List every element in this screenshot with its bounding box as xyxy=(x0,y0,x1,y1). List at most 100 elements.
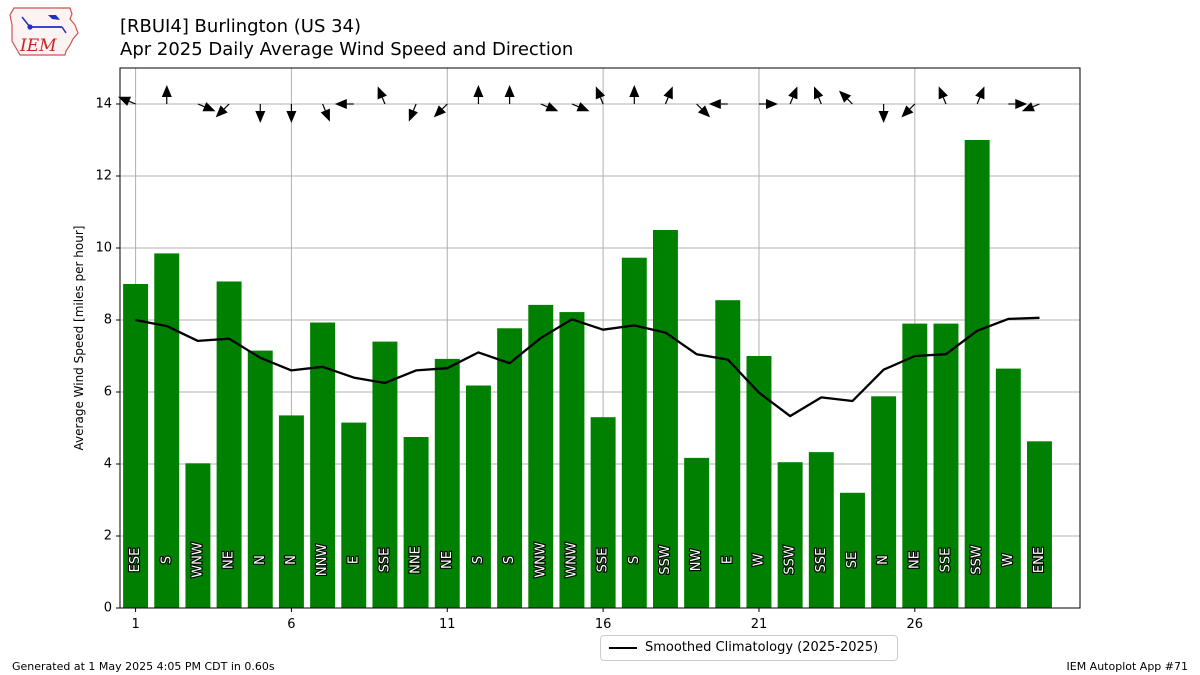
y-tick-label: 12 xyxy=(95,169,112,184)
wind-arrow xyxy=(286,104,297,123)
direction-label: WNW xyxy=(533,542,548,578)
climatology-line xyxy=(135,316,1040,418)
speed-bar xyxy=(434,358,460,608)
direction-label: S xyxy=(502,556,517,564)
speed-bars xyxy=(123,140,1052,608)
direction-label: W xyxy=(751,553,766,566)
direction-label: NNW xyxy=(315,544,330,576)
direction-label: NW xyxy=(689,549,704,572)
speed-bar xyxy=(964,140,990,608)
speed-bar xyxy=(621,257,647,608)
wind-arrow xyxy=(1021,102,1040,112)
speed-bar xyxy=(403,437,429,608)
direction-label: SSE xyxy=(377,548,392,573)
speed-bar xyxy=(278,415,304,608)
speed-bar xyxy=(590,417,616,608)
wind-arrow xyxy=(215,103,230,118)
speed-bar xyxy=(995,368,1021,608)
direction-label: N xyxy=(253,555,268,565)
climatology-line-group xyxy=(135,316,1040,418)
wind-arrow xyxy=(938,86,948,105)
generated-timestamp: Generated at 1 May 2025 4:05 PM CDT in 0… xyxy=(12,660,275,673)
y-tick-label: 0 xyxy=(104,601,112,616)
direction-label: ENE xyxy=(1032,547,1047,573)
direction-label: ESE xyxy=(128,548,143,573)
legend-line-swatch xyxy=(609,647,637,649)
direction-label: W xyxy=(1001,553,1016,566)
speed-bar xyxy=(465,385,491,608)
wind-arrow xyxy=(540,102,559,112)
wind-arrow xyxy=(571,102,590,112)
y-tick-label: 2 xyxy=(104,529,112,544)
speed-bar xyxy=(372,341,398,608)
wind-arrow xyxy=(1008,99,1028,109)
direction-label: SSW xyxy=(970,545,985,575)
direction-label: SSW xyxy=(658,545,673,575)
wind-arrow xyxy=(788,86,798,105)
wind-arrow xyxy=(255,104,266,123)
wind-arrow xyxy=(408,103,418,122)
speed-bar xyxy=(684,457,710,608)
speed-bar xyxy=(652,230,678,608)
direction-label: N xyxy=(284,555,299,565)
direction-labels: ESE S WNW NE N N NNW E SSE NNE NE S S WNW WNW SSE S SSW NW… xyxy=(127,541,1048,579)
wind-arrow xyxy=(320,103,330,122)
speed-bar xyxy=(715,300,741,608)
x-tick-label: 16 xyxy=(595,617,612,632)
wind-arrow xyxy=(901,103,916,118)
legend: Smoothed Climatology (2025-2025) xyxy=(600,635,898,661)
plot-area-frame xyxy=(119,67,1081,609)
direction-label: S xyxy=(627,556,642,564)
y-tick-label: 10 xyxy=(95,241,112,256)
direction-label: SE xyxy=(845,552,860,568)
speed-bar xyxy=(559,312,585,608)
direction-label: SSE xyxy=(814,548,829,573)
wind-arrow xyxy=(975,86,985,105)
speed-bar xyxy=(1027,441,1052,608)
speed-bar xyxy=(528,304,554,608)
wind-arrow xyxy=(504,85,515,104)
legend-label: Smoothed Climatology (2025-2025) xyxy=(645,640,879,655)
chart-subtitle: Apr 2025 Daily Average Wind Speed and Di… xyxy=(120,39,574,60)
x-tick-label: 26 xyxy=(907,617,924,632)
wind-arrow xyxy=(629,85,640,104)
speed-bar xyxy=(777,462,803,608)
wind-arrow xyxy=(161,85,172,104)
y-tick-label: 4 xyxy=(104,457,112,472)
y-tick-label: 8 xyxy=(104,313,112,328)
wind-arrow xyxy=(197,102,216,112)
wind-arrow xyxy=(814,86,824,105)
direction-label: E xyxy=(720,556,735,564)
iem-logo-text: IEM xyxy=(19,36,57,56)
direction-label: SSE xyxy=(938,548,953,573)
wind-arrow xyxy=(473,85,484,104)
wind-arrow xyxy=(118,96,136,106)
speed-bar xyxy=(840,492,865,608)
wind-arrow xyxy=(377,86,387,105)
y-axis-label: Average Wind Speed [miles per hour] xyxy=(72,226,86,451)
direction-arrows xyxy=(118,85,1040,123)
direction-label: S xyxy=(159,556,174,564)
direction-label: WNW xyxy=(564,542,579,578)
direction-label: S xyxy=(471,556,486,564)
speed-bar xyxy=(341,422,367,608)
speed-bar xyxy=(247,350,273,608)
speed-bar xyxy=(933,323,959,608)
speed-bar xyxy=(902,323,928,608)
speed-bar xyxy=(216,281,242,608)
x-tick-label: 11 xyxy=(439,617,456,632)
y-tick-label: 6 xyxy=(104,385,112,400)
wind-arrow xyxy=(839,90,853,105)
direction-label: WNW xyxy=(190,542,205,578)
wind-arrow xyxy=(708,99,728,109)
speed-bar xyxy=(808,452,834,608)
direction-label: NE xyxy=(440,551,455,569)
speed-bar xyxy=(497,328,523,608)
chart-title: [RBUI4] Burlington (US 34) xyxy=(120,16,362,37)
direction-label: SSW xyxy=(783,545,798,575)
wind-arrow xyxy=(878,104,889,123)
wind-arrow xyxy=(758,99,778,109)
speed-bar xyxy=(123,284,149,608)
direction-label: SSE xyxy=(596,548,611,573)
